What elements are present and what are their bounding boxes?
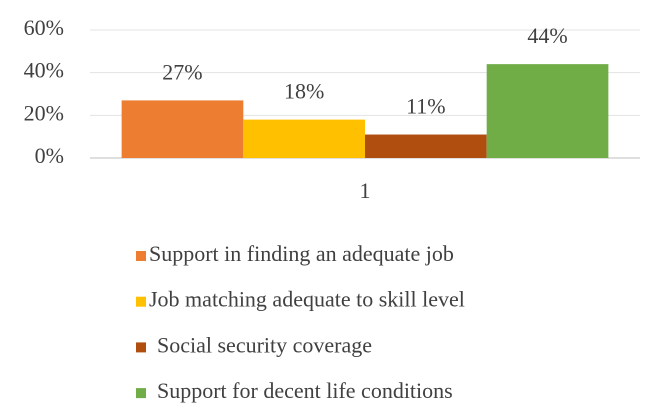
legend-label: Social security coverage (157, 332, 372, 357)
data-label: 11% (406, 94, 446, 119)
legend-swatch (136, 342, 146, 353)
bar (365, 134, 487, 158)
bar (243, 119, 365, 158)
y-tick-label: 0% (35, 143, 64, 168)
x-tick-label: 1 (360, 178, 371, 203)
legend-label: Job matching adequate to skill level (149, 287, 465, 312)
bar (486, 64, 609, 158)
legend-label: Support in finding an adequate job (149, 241, 454, 266)
bar (121, 100, 244, 158)
legend-label: Support for decent life conditions (157, 378, 453, 403)
legend-swatch (136, 388, 146, 399)
y-tick-label: 40% (24, 58, 64, 83)
y-tick-label: 20% (24, 100, 64, 125)
data-label: 18% (284, 79, 324, 104)
legend-swatch (136, 296, 146, 307)
legend-swatch (136, 251, 146, 261)
data-label: 27% (162, 59, 202, 84)
y-tick-label: 60% (24, 15, 64, 40)
data-label: 44% (527, 23, 567, 48)
